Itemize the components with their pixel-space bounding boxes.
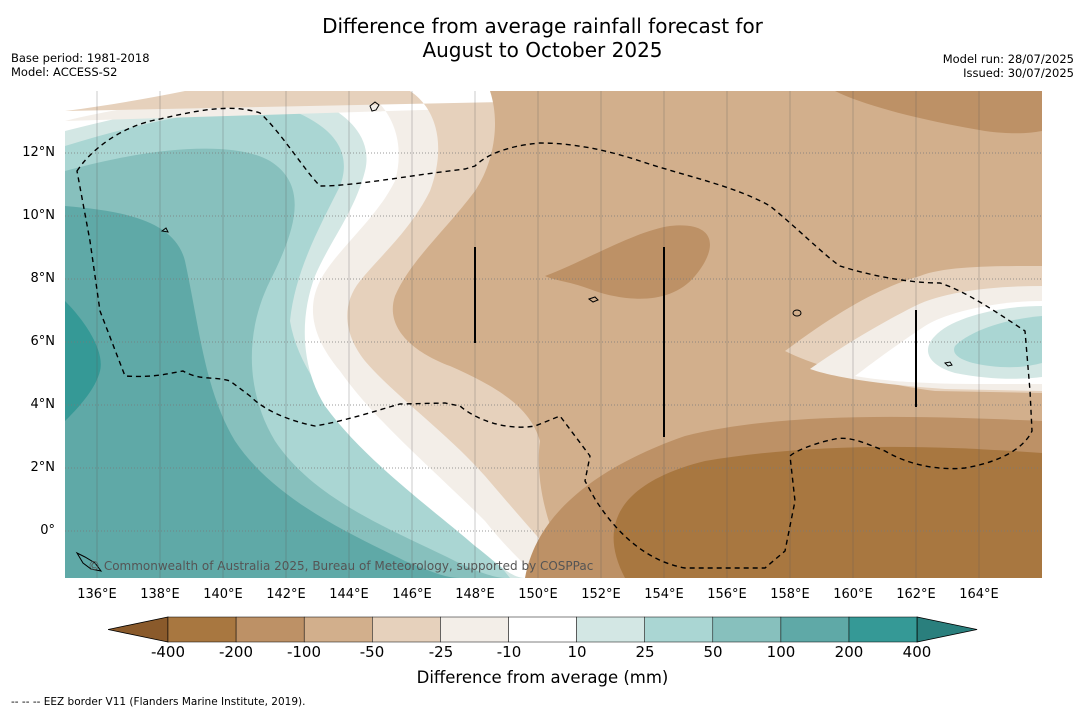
issued-text: Issued: 30/07/2025 [963,66,1074,80]
colorbar-segment [780,616,850,643]
lat-label: 2°N [30,460,56,475]
colorbar-arrow-high [916,616,978,643]
lon-label: 164°E [959,587,999,602]
colorbar-segment [235,616,305,643]
vertical-markers [474,247,917,437]
colorbar-segment [372,616,441,643]
lat-label: 4°N [30,397,56,412]
lon-label: 142°E [266,587,306,602]
metadata-left: Base period: 1981-2018 Model: ACCESS-S2 [11,51,150,79]
colorbar-segment [508,616,577,643]
footnote: -- -- -- EEZ border V11 (Flanders Marine… [11,696,306,708]
colorbar-label: 10 [567,643,587,661]
lat-label: 12°N [22,145,55,160]
colorbar-segment [440,616,509,643]
model-text: Model: ACCESS-S2 [11,65,118,79]
colorbar-label: 400 [902,643,932,661]
colorbar-title: Difference from average (mm) [416,668,669,687]
lon-label: 148°E [455,587,495,602]
region-band-400 [65,301,101,421]
lon-label: 140°E [203,587,243,602]
colorbar-label: -200 [218,643,254,661]
gridlines [65,152,1042,532]
colorbar-label: -25 [428,643,454,661]
colorbar [108,616,978,643]
colorbar-segment [848,616,918,643]
lon-label: 138°E [140,587,180,602]
colorbar-label: 100 [766,643,796,661]
lon-label: 160°E [833,587,873,602]
lat-label: 10°N [22,208,55,223]
map-canvas [65,91,1042,578]
lon-label: 154°E [644,587,684,602]
lat-label: 6°N [30,334,56,349]
colorbar-label: 50 [703,643,723,661]
colorbar-segment [644,616,714,643]
islands [75,101,953,572]
rainfall-map [65,91,1042,578]
lon-label: 146°E [392,587,432,602]
colorbar-segment [576,616,645,643]
colorbar-label: 200 [834,643,864,661]
colorbar-label: -400 [150,643,186,661]
lat-label: 0° [40,523,55,538]
lat-label: 8°N [30,271,56,286]
region-band-minus-100-northeast [835,91,1042,134]
title-line-1: Difference from average rainfall forecas… [322,14,763,38]
colorbar-label: -50 [359,643,385,661]
colorbar-arrow-low [108,616,169,643]
colorbar-segment [303,616,373,643]
lon-label: 144°E [329,587,369,602]
base-period-text: Base period: 1981-2018 [11,51,150,65]
title-line-2: August to October 2025 [422,38,663,62]
lon-label: 162°E [896,587,936,602]
map-title: Difference from average rainfall forecas… [0,14,1085,62]
metadata-right: Model run: 28/07/2025 Issued: 30/07/2025 [943,52,1074,80]
lon-label: 136°E [77,587,117,602]
eez-border [76,107,1033,569]
colorbar-segment [167,616,237,643]
copyright-notice: © Commonwealth of Australia 2025, Bureau… [88,559,594,573]
colorbar-segment [712,616,782,643]
lon-label: 158°E [770,587,810,602]
colorbar-label: -10 [496,643,522,661]
lon-label: 150°E [518,587,558,602]
model-run-text: Model run: 28/07/2025 [942,52,1074,66]
colorbar-label: 25 [635,643,655,661]
lon-label: 152°E [581,587,621,602]
region-band-minus-200-south [613,446,1042,578]
region-band-minus-100-central [545,225,710,299]
lon-label: 156°E [707,587,747,602]
colorbar-label: -100 [286,643,322,661]
